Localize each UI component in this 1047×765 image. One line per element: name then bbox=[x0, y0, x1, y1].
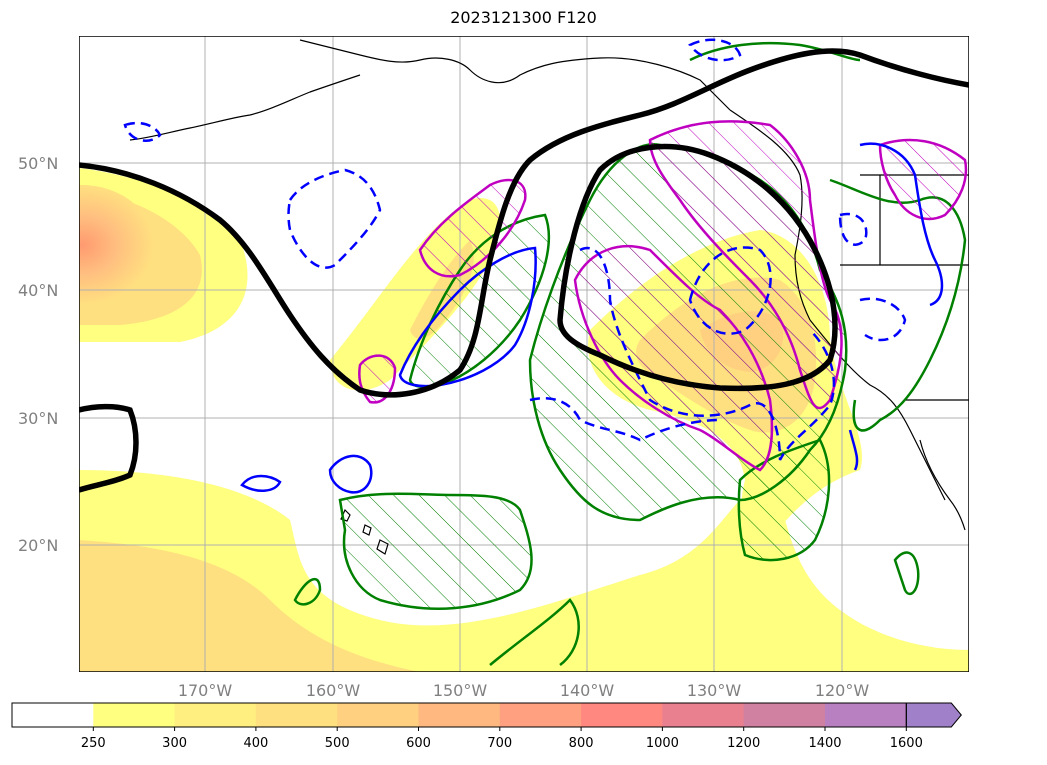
colorbar-label: 500 bbox=[325, 736, 350, 751]
colorbar-label: 300 bbox=[162, 736, 187, 751]
blue-dashed-east bbox=[579, 246, 836, 461]
blue-solid-contours bbox=[240, 142, 944, 494]
blue-solid-ne bbox=[859, 142, 944, 307]
baja bbox=[919, 439, 966, 531]
lat-label-40: 40°N bbox=[18, 281, 58, 300]
magenta-region-north bbox=[648, 120, 843, 410]
lon-label-150w: 150°W bbox=[433, 681, 488, 700]
colorbar-segment bbox=[825, 703, 907, 727]
green-outline-contours bbox=[293, 41, 967, 666]
colorbar-segment bbox=[662, 703, 745, 727]
colorbar-frame bbox=[11, 702, 907, 728]
colorbar-label: 1200 bbox=[727, 736, 760, 751]
aleutians bbox=[129, 74, 361, 141]
map-title: 2023121300 F120 bbox=[450, 8, 597, 27]
green-region-south bbox=[338, 492, 533, 610]
colorbar-segment bbox=[174, 703, 257, 727]
blue-solid-small-1 bbox=[240, 474, 282, 492]
colorbar-label: 800 bbox=[569, 736, 594, 751]
jet-contours bbox=[79, 48, 969, 493]
lon-label-120w: 120°W bbox=[815, 681, 870, 700]
colorbar-segment bbox=[255, 703, 338, 727]
magenta-region-central bbox=[418, 178, 527, 278]
colorbar-segment bbox=[337, 703, 419, 727]
blue-dashed-contours bbox=[123, 38, 907, 461]
green-contour-alaska bbox=[689, 41, 861, 62]
lat-label-50: 50°N bbox=[18, 154, 58, 173]
lon-label-170w: 170°W bbox=[178, 681, 233, 700]
jet-sw bbox=[79, 403, 139, 493]
colorbar-label: 1000 bbox=[646, 736, 679, 751]
magenta-region-ne bbox=[878, 138, 968, 221]
colorbar-label: 1600 bbox=[890, 736, 923, 751]
map-panel bbox=[79, 36, 969, 672]
magenta-hatched-contours bbox=[358, 120, 968, 472]
colorbar-label: 600 bbox=[406, 736, 431, 751]
colorbar-segment bbox=[93, 703, 176, 727]
jet-east-loop bbox=[557, 143, 838, 392]
lon-labels: 170°W 160°W 150°W 140°W 130°W 120°W bbox=[178, 681, 870, 700]
green-contour-ese bbox=[893, 551, 920, 596]
colorbar: 250 300 400 500 600 700 800 1000 1200 1400 1600 bbox=[11, 702, 962, 751]
lon-label-140w: 140°W bbox=[560, 681, 615, 700]
blue-dashed-alaska bbox=[688, 38, 742, 62]
lat-label-20: 20°N bbox=[18, 536, 58, 555]
colorbar-segment bbox=[743, 703, 826, 727]
blue-dashed-mid bbox=[688, 246, 772, 335]
blue-dashed-e2 bbox=[859, 297, 907, 342]
magenta-region-east bbox=[573, 245, 774, 472]
colorbar-segment bbox=[418, 703, 501, 727]
blue-solid-e bbox=[848, 429, 859, 471]
blue-dashed-nw-small bbox=[123, 121, 162, 142]
shading-westpac-hotspot bbox=[79, 185, 154, 305]
green-contour-sw bbox=[293, 577, 322, 606]
colorbar-segment bbox=[12, 703, 94, 727]
colorbar-segment bbox=[581, 703, 663, 727]
alaska-coast bbox=[299, 39, 731, 111]
blue-dashed-ar bbox=[529, 396, 721, 442]
lat-label-30: 30°N bbox=[18, 409, 58, 428]
colorbar-label: 700 bbox=[487, 736, 512, 751]
green-contour-far-south bbox=[489, 598, 580, 666]
lat-labels: 50°N 40°N 30°N 20°N bbox=[18, 154, 58, 555]
shading-subtropical-band-mid bbox=[79, 540, 420, 672]
jet-main bbox=[79, 48, 969, 398]
colorbar-segment bbox=[499, 703, 582, 727]
lon-label-160w: 160°W bbox=[306, 681, 361, 700]
blue-dashed-nw bbox=[287, 168, 382, 269]
colorbar-label: 400 bbox=[243, 736, 268, 751]
blue-solid-small-2 bbox=[328, 454, 373, 494]
colorbar-extend-arrow bbox=[905, 702, 962, 728]
colorbar-label: 1400 bbox=[808, 736, 841, 751]
colorbar-label: 250 bbox=[81, 736, 106, 751]
lon-label-130w: 130°W bbox=[687, 681, 742, 700]
blue-dashed-ne bbox=[838, 212, 868, 246]
